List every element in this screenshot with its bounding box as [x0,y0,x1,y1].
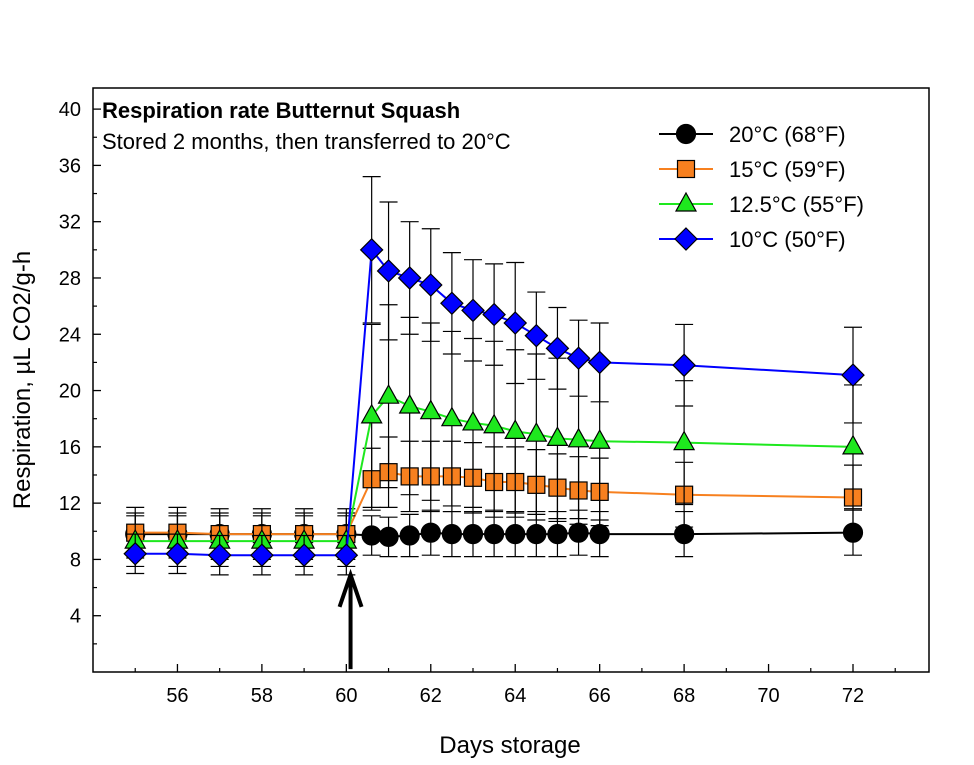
data-point [482,302,506,327]
data-point [673,430,696,451]
data-point [589,523,610,545]
data-point [503,311,528,335]
legend-marker [674,191,698,212]
legend-marker [674,227,698,251]
data-point [359,237,384,262]
data-point [547,523,568,545]
y-tick-label: 32 [59,212,81,234]
x-tick-label: 58 [251,685,273,707]
data-point [461,298,485,323]
data-point [420,522,441,543]
data-point [397,266,422,290]
x-tick-label: 72 [842,685,864,707]
data-point [587,350,612,375]
x-tick-label: 56 [166,685,188,707]
chart-title: Respiration rate Butternut Squash [102,98,460,123]
y-axis-label: Respiration, µL CO2/g-h [9,251,36,509]
chart-subtitle: Stored 2 months, then transferred to 20°… [102,129,511,154]
data-point [524,323,549,348]
data-point [250,543,274,568]
data-point [567,427,590,448]
data-point [207,543,232,568]
axis-ticks: 56 58 60 62 64 66 68 70 72 4 8 12 16 20 24 28 32 36 40 [59,99,896,707]
data-point [360,403,383,424]
y-tick-label: 40 [59,99,81,121]
data-point [588,428,611,449]
x-axis-label: Days storage [439,732,580,759]
plot-layer [123,176,865,670]
data-point [484,523,505,545]
legend-marker [675,123,697,145]
data-point [566,346,591,371]
x-tick-label: 64 [504,685,526,707]
y-tick-label: 36 [59,155,81,177]
legend-marker [676,159,696,179]
legend-label: 12.5°C (55°F) [729,192,864,217]
data-point [440,406,463,427]
y-tick-label: 24 [59,324,81,346]
data-point [526,523,547,545]
data-point [418,273,443,297]
data-point [545,336,570,361]
data-point [568,522,589,543]
data-point [377,383,400,404]
data-point [376,259,401,283]
y-tick-label: 12 [59,493,81,515]
data-point [361,525,382,546]
x-tick-label: 62 [420,685,442,707]
data-point [334,543,359,568]
data-point [461,410,485,431]
y-tick-label: 16 [59,437,81,459]
data-point [398,393,421,414]
data-point [441,523,462,545]
data-point [165,541,190,566]
series-group [123,176,865,576]
legend: 20°C (68°F) 15°C (59°F) 12.5°C (55°F) 10°C … [659,122,864,252]
data-point [399,525,420,546]
plot-frame [92,87,930,673]
y-tick-label: 4 [70,606,81,628]
y-tick-label: 20 [59,381,81,403]
data-point [672,353,696,378]
data-point [440,291,464,316]
transfer-arrow-head [337,568,364,608]
data-point [378,526,399,548]
data-point [462,523,484,545]
legend-label: 10°C (50°F) [729,227,846,252]
x-tick-label: 68 [673,685,695,707]
data-point [419,399,442,420]
data-point [841,363,865,387]
legend-label: 20°C (68°F) [729,122,846,147]
legend-label: 15°C (59°F) [729,157,846,182]
data-point [123,541,148,566]
data-point [505,523,526,545]
data-point [525,421,548,442]
x-tick-label: 66 [589,685,611,707]
data-point [841,434,865,455]
x-tick-label: 70 [757,685,779,707]
data-point [504,419,527,439]
y-tick-label: 8 [70,549,81,571]
data-point [546,426,569,446]
y-tick-label: 28 [59,268,81,290]
data-point [483,413,506,434]
x-tick-label: 60 [335,685,357,707]
data-point [292,543,316,568]
